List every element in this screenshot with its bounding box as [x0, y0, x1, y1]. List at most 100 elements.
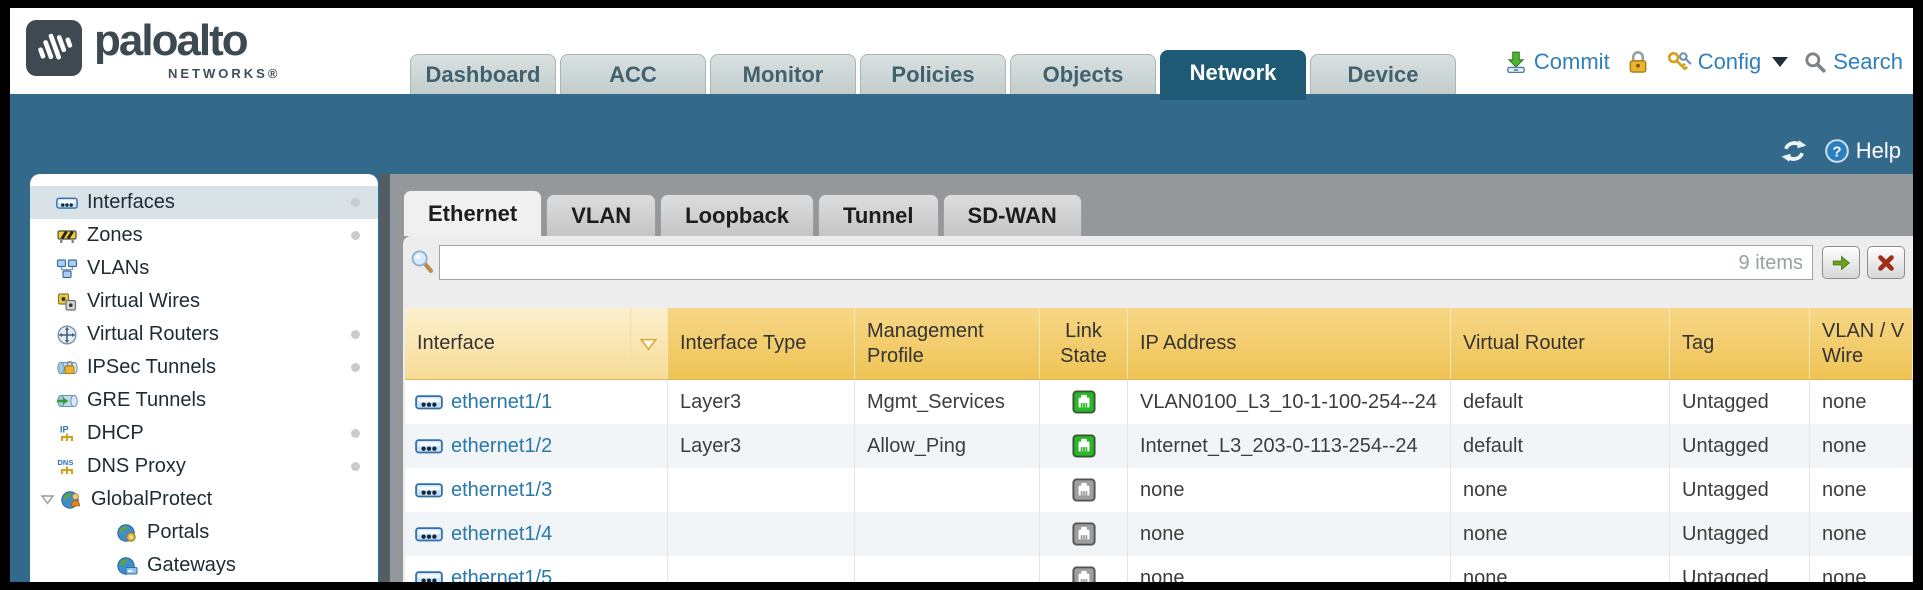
secondary-bar-actions: Help [1780, 138, 1901, 164]
column-header-management-profile[interactable]: Management Profile [855, 308, 1040, 379]
nav-tab-objects[interactable]: Objects [1010, 54, 1156, 94]
sidebar-item-portals[interactable]: Portals [30, 516, 378, 549]
column-header-vlan-virtual-wire[interactable]: VLAN / V Wire [1810, 308, 1913, 379]
sidebar-item-interfaces[interactable]: Interfaces [30, 186, 378, 219]
sidebar-item-globalprotect[interactable]: GlobalProtect [30, 483, 378, 516]
sidebar-item-zones[interactable]: Zones [30, 219, 378, 252]
tab-tunnel[interactable]: Tunnel [818, 194, 939, 236]
nav-tab-network[interactable]: Network [1160, 50, 1306, 100]
config-menu[interactable]: Config [1666, 49, 1789, 75]
sidebar-item-vlans[interactable]: VLANs [30, 252, 378, 285]
ethernet-interface-icon [415, 525, 443, 543]
sidebar-item-ipsec-tunnels[interactable]: IPSec Tunnels [30, 351, 378, 384]
column-header-interface[interactable]: Interface [405, 308, 668, 379]
cell-ip-address: none [1128, 556, 1451, 582]
interface-link[interactable]: ethernet1/1 [451, 390, 553, 413]
nav-tab-acc[interactable]: ACC [560, 54, 706, 94]
vlans-icon [56, 258, 78, 280]
green-arrow-icon [1830, 252, 1852, 274]
clear-filter-button[interactable] [1867, 246, 1905, 279]
sidebar-item-gateways[interactable]: Gateways [30, 549, 378, 582]
cell-tag: Untagged [1670, 512, 1810, 556]
cell-ip-address: none [1128, 468, 1451, 512]
nav-tab-policies[interactable]: Policies [860, 54, 1006, 94]
cell-management-profile [855, 556, 1040, 582]
nav-tab-monitor[interactable]: Monitor [710, 54, 856, 94]
tab-sdwan[interactable]: SD-WAN [942, 194, 1082, 236]
brand-name: paloalto [94, 16, 249, 65]
cell-interface-type: Layer3 [668, 424, 855, 468]
cell-tag: Untagged [1670, 380, 1810, 424]
cell-interface-type [668, 468, 855, 512]
cell-ip-address: VLAN0100_L3_10-1-100-254--24 [1128, 380, 1451, 424]
filter-magnifier-icon [409, 249, 435, 275]
table-row: ethernet1/3 none none Untagged none [405, 468, 1913, 512]
cell-tag: Untagged [1670, 556, 1810, 582]
header: paloalto NETWORKS® Dashboard ACC Monitor… [10, 8, 1913, 100]
status-dot [351, 231, 360, 240]
zones-icon [56, 225, 78, 247]
cell-virtual-router: none [1451, 512, 1670, 556]
column-header-tag[interactable]: Tag [1670, 308, 1810, 379]
cell-interface-type [668, 556, 855, 582]
refresh-icon[interactable] [1780, 138, 1808, 164]
header-actions: Commit Config Search [1504, 44, 1903, 80]
sidebar-item-dns-proxy[interactable]: DNS Proxy [30, 450, 378, 483]
tab-ethernet[interactable]: Ethernet [403, 190, 543, 236]
interfaces-table: Interface Interface Type Management Prof… [405, 308, 1913, 582]
column-header-virtual-router[interactable]: Virtual Router [1451, 308, 1670, 379]
interface-link[interactable]: ethernet1/3 [451, 478, 553, 501]
help-button[interactable]: Help [1824, 138, 1901, 164]
status-dot [351, 330, 360, 339]
globalprotect-icon [60, 489, 82, 511]
commit-button[interactable]: Commit [1504, 49, 1610, 75]
cell-management-profile: Allow_Ping [855, 424, 1040, 468]
commit-label: Commit [1533, 49, 1610, 74]
expand-triangle-icon[interactable] [40, 494, 55, 505]
interface-link[interactable]: ethernet1/2 [451, 434, 553, 457]
cell-vlan: none [1810, 380, 1913, 424]
help-label: Help [1855, 138, 1901, 163]
config-label: Config [1697, 49, 1762, 74]
cell-interface-type [668, 512, 855, 556]
cell-management-profile: Mgmt_Services [855, 380, 1040, 424]
apply-filter-button[interactable] [1822, 246, 1860, 279]
gateways-icon [116, 555, 138, 577]
sort-dropdown-icon[interactable] [640, 338, 657, 351]
link-state-icon [1072, 522, 1096, 546]
brand-sub: NETWORKS® [168, 66, 281, 81]
sidebar-item-virtual-wires[interactable]: Virtual Wires [30, 285, 378, 318]
sidebar-item-dhcp[interactable]: DHCP [30, 417, 378, 450]
sidebar-scrollbar[interactable] [380, 174, 389, 582]
lock-icon[interactable] [1625, 49, 1651, 75]
link-state-icon [1072, 434, 1096, 458]
nav-tab-device[interactable]: Device [1310, 54, 1456, 94]
cell-virtual-router: default [1451, 380, 1670, 424]
tab-loopback[interactable]: Loopback [660, 194, 815, 236]
cell-tag: Untagged [1670, 424, 1810, 468]
filter-input[interactable] [439, 245, 1813, 280]
cell-virtual-router: none [1451, 468, 1670, 512]
search-button[interactable]: Search [1803, 49, 1903, 75]
cell-interface-type: Layer3 [668, 380, 855, 424]
interface-link[interactable]: ethernet1/5 [451, 566, 553, 583]
interface-link[interactable]: ethernet1/4 [451, 522, 553, 545]
status-dot [351, 198, 360, 207]
cell-management-profile [855, 512, 1040, 556]
sidebar-item-gre-tunnels[interactable]: GRE Tunnels [30, 384, 378, 417]
nav-tab-dashboard[interactable]: Dashboard [410, 54, 556, 94]
virtual-wires-icon [56, 291, 78, 313]
sidebar-item-virtual-routers[interactable]: Virtual Routers [30, 318, 378, 351]
cell-ip-address: none [1128, 512, 1451, 556]
search-icon [1803, 50, 1827, 74]
dns-proxy-icon [56, 456, 78, 478]
gre-tunnels-icon [56, 390, 78, 412]
column-header-ip-address[interactable]: IP Address [1128, 308, 1451, 379]
tab-vlan[interactable]: VLAN [546, 194, 657, 236]
column-header-link-state[interactable]: Link State [1040, 308, 1128, 379]
cell-vlan: none [1810, 424, 1913, 468]
ethernet-interface-icon [415, 393, 443, 411]
sidebar: Interfaces Zones VLANs Virtual Wires Vir… [30, 174, 378, 582]
table-row: ethernet1/1 Layer3 Mgmt_Services VLAN010… [405, 380, 1913, 424]
column-header-interface-type[interactable]: Interface Type [668, 308, 855, 379]
